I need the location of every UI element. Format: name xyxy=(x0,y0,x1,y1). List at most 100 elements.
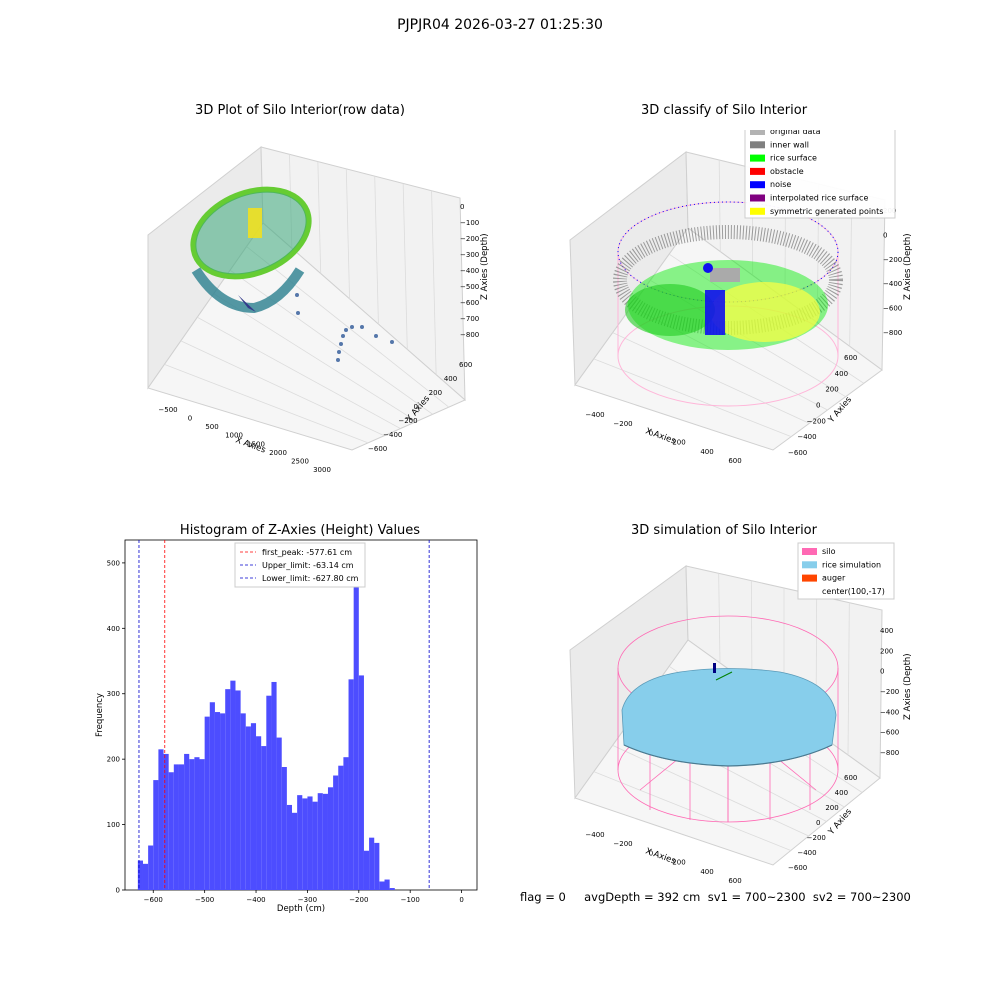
grid-line xyxy=(593,358,792,438)
histogram-bar xyxy=(148,845,154,890)
grid-line xyxy=(345,168,350,299)
classify-point-cloud xyxy=(613,201,843,407)
histogram-y-axis-label: Frequency xyxy=(95,693,105,737)
histogram-bar xyxy=(338,765,344,890)
raw-z-axis-label: Z Axies (Depth) xyxy=(480,233,490,300)
grid-line xyxy=(612,744,809,837)
histogram-bar xyxy=(322,793,328,890)
histogram-bar xyxy=(266,695,272,890)
classify-y-tick-label: −200 xyxy=(807,417,826,425)
simulation-legend-label: rice simulation xyxy=(822,560,881,569)
simulation-y-tick-label: 400 xyxy=(835,789,848,797)
classify-y-tick-label: 200 xyxy=(825,386,838,394)
histogram-bar xyxy=(358,675,364,890)
simulation-z-tick-label: −600 xyxy=(880,729,899,737)
simulation-x-tick-label: −400 xyxy=(585,831,604,839)
classify-y-tick-label: −600 xyxy=(788,449,807,457)
raw-z-tick-label: −100 xyxy=(460,219,479,227)
histogram-bar xyxy=(369,837,375,890)
raw-x-tick-label: 1000 xyxy=(225,432,243,440)
histogram-bar xyxy=(199,759,205,890)
simulation-legend-swatch xyxy=(802,574,817,582)
classify-z-tick-label: −400 xyxy=(883,280,902,288)
histogram-bar xyxy=(312,801,318,890)
raw-y-tick-label: 600 xyxy=(459,361,472,369)
classify-legend-label: inner wall xyxy=(770,140,809,149)
classify-y-tick-label: −400 xyxy=(797,433,816,441)
histogram-bar xyxy=(214,712,221,890)
histogram-y-tick-label: 200 xyxy=(107,756,120,764)
histogram-bar xyxy=(204,716,210,890)
simulation-legend-label: center(100,-17) xyxy=(822,587,885,596)
histogram-bar xyxy=(333,775,339,890)
simulation-x-tick-label: 400 xyxy=(700,868,713,876)
histogram-bar xyxy=(163,753,169,890)
histogram-bar xyxy=(142,863,149,890)
classify-legend-label: original data xyxy=(770,130,821,136)
raw-x-tick-label: 3000 xyxy=(313,466,331,474)
classify-legend-swatch xyxy=(750,154,765,162)
raw-z-tick-label: −200 xyxy=(460,235,479,243)
grid-line xyxy=(213,293,417,422)
classify-z-tick-label: −800 xyxy=(883,329,902,337)
grid-line xyxy=(180,340,385,437)
classify-legend-swatch xyxy=(750,207,765,215)
grid-line xyxy=(164,364,369,444)
grid-line xyxy=(431,190,437,375)
histogram-y-tick-label: 100 xyxy=(107,821,120,829)
raw-y-tick-label: 200 xyxy=(429,389,442,397)
raw-y-tick-label: −600 xyxy=(368,445,387,453)
histogram-bar xyxy=(235,690,241,890)
histogram-x-tick-label: 0 xyxy=(459,896,463,904)
grid-line xyxy=(612,332,810,424)
status-footer: flag = 0 avgDepth = 392 cm sv1 = 700~230… xyxy=(520,890,911,904)
simulation-z-tick-label: −200 xyxy=(880,688,899,696)
simulation-y-tick-label: −600 xyxy=(788,864,807,872)
histogram-y-tick-label: 500 xyxy=(107,559,120,567)
histogram-x-axis-label: Depth (cm) xyxy=(277,904,325,914)
simulation-legend-label: silo xyxy=(822,547,836,556)
histogram-bar xyxy=(158,749,164,890)
histogram-chart: −600 −500 −400 −300 −200 −100 0 0 100 200 300 400 5… xyxy=(95,539,478,914)
simulation-z-tick-label: 0 xyxy=(880,668,884,676)
raw-x-tick-label: 1500 xyxy=(247,440,265,448)
simulation-x-tick-label: −200 xyxy=(613,840,632,848)
histogram-x-tick-label: −400 xyxy=(246,896,265,904)
simulation-x-axis-label: X Axies xyxy=(644,846,677,866)
classify-legend-label: rice surface xyxy=(770,154,817,163)
raw-x-axis-label: X Axies xyxy=(234,435,267,455)
histogram-x-tick-label: −500 xyxy=(195,896,214,904)
histogram-bar xyxy=(348,679,354,890)
histogram-bar xyxy=(256,736,262,890)
histogram-bar xyxy=(327,787,334,890)
grid-line xyxy=(317,161,322,274)
raw-x-tick-label: 500 xyxy=(205,423,218,431)
classify-z-tick-label: −600 xyxy=(883,305,902,313)
raw-z-tick-label: −600 xyxy=(460,299,479,307)
classify-legend: original data inner wall rice surface obsta… xyxy=(744,130,896,219)
raw-y-tick-label: −400 xyxy=(383,431,402,439)
simulation-x-tick-label: 600 xyxy=(728,877,741,885)
classify-x-tick-label: −400 xyxy=(585,411,604,419)
raw-plot-title: 3D Plot of Silo Interior(row data) xyxy=(195,103,405,118)
classify-y-tick-label: 0 xyxy=(816,402,820,410)
raw-z-tick-label: −500 xyxy=(460,283,479,291)
raw-z-tick-label: −400 xyxy=(460,267,479,275)
raw-x-tick-label: 2500 xyxy=(291,457,309,465)
simulation-z-tick-label: 400 xyxy=(880,627,893,635)
histogram-bar xyxy=(317,793,323,890)
simulation-legend-swatch xyxy=(802,548,817,555)
histogram-bar xyxy=(184,753,190,890)
histogram-legend-label: Upper_limit: -63.14 cm xyxy=(262,561,354,570)
histogram-bar xyxy=(271,681,277,890)
histogram-bar xyxy=(250,723,257,890)
grid-line xyxy=(847,602,850,756)
classify-x-tick-label: 0 xyxy=(649,429,653,437)
classify-legend-swatch xyxy=(750,141,765,149)
raw-y-tick-label: 400 xyxy=(444,375,457,383)
histogram-y-tick-label: 0 xyxy=(116,887,120,895)
classify-y-tick-label: 600 xyxy=(844,354,857,362)
histogram-bar xyxy=(153,780,159,890)
classify-legend-swatch xyxy=(750,130,765,135)
auger-marker xyxy=(713,663,733,681)
